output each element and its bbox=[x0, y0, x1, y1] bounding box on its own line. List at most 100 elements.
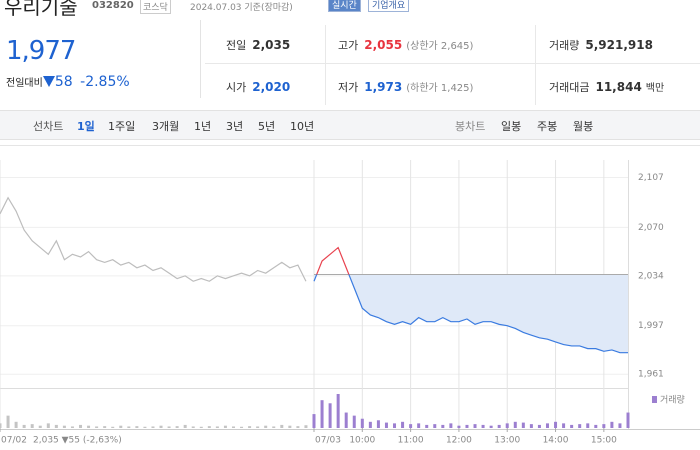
period[interactable]: 1주일 bbox=[108, 120, 136, 133]
x-tick-label: 12:00 bbox=[446, 436, 472, 446]
volume-bar bbox=[521, 422, 525, 428]
period[interactable]: 10년 bbox=[290, 120, 315, 133]
summary: 2,035 ▼55 (-2,63%) bbox=[33, 436, 122, 446]
stat: 거래대금 11,844 백만 bbox=[549, 79, 664, 95]
change: 전일대비 58 -2.85% bbox=[6, 74, 130, 90]
period[interactable]: 1일 bbox=[77, 120, 95, 133]
volume-bar bbox=[481, 424, 485, 428]
volume-bar bbox=[215, 426, 219, 428]
volume-bar bbox=[223, 425, 227, 428]
volume-bar bbox=[264, 425, 268, 428]
volume-bar bbox=[231, 426, 235, 428]
stat-note: (하한가 1,425) bbox=[406, 83, 474, 94]
change-label: 전일대비 bbox=[6, 78, 43, 89]
stat: 저가 1,973 (하한가 1,425) bbox=[338, 79, 473, 95]
line bbox=[313, 274, 628, 354]
stat: 고가 2,055 (상한가 2,645) bbox=[338, 37, 473, 53]
volume-bar bbox=[457, 425, 461, 428]
y-tick-label: 2,070 bbox=[638, 223, 664, 233]
volume-bar bbox=[288, 425, 292, 428]
volume-bar bbox=[336, 394, 340, 428]
candle-chart-tab[interactable]: 봉차트 bbox=[455, 120, 486, 133]
legend-swatch bbox=[652, 396, 657, 403]
volume-bar bbox=[207, 426, 211, 428]
volume-bar bbox=[199, 426, 203, 428]
x-tick-label: 10:00 bbox=[349, 436, 375, 446]
x-tick-label: 15:00 bbox=[591, 436, 617, 446]
line-chart-tab[interactable]: 선차트 bbox=[33, 120, 64, 133]
stat-value: 1,973 bbox=[364, 80, 403, 94]
market: 코스닥 bbox=[140, 0, 171, 14]
volume-bar bbox=[401, 421, 405, 428]
current-price: 1,977 bbox=[6, 36, 76, 66]
volume-bar bbox=[618, 423, 622, 428]
volume-bar bbox=[465, 424, 469, 428]
volume-bar bbox=[256, 426, 260, 428]
volume-bar bbox=[14, 421, 18, 428]
stat-label: 고가 bbox=[338, 39, 359, 52]
volume-bar bbox=[384, 422, 388, 428]
volume-bar bbox=[127, 426, 131, 428]
volume-bar bbox=[602, 424, 606, 428]
volume-bar bbox=[46, 423, 50, 428]
volume-bar bbox=[586, 423, 590, 428]
volume-bar bbox=[183, 424, 187, 428]
down-icon bbox=[42, 76, 55, 87]
x-tick-label: 14:00 bbox=[543, 436, 569, 446]
y-tick-label: 1,997 bbox=[638, 321, 664, 331]
volume-bar bbox=[70, 426, 74, 428]
stat-value: 11,844 bbox=[595, 80, 642, 94]
legend-label: 거래량 bbox=[660, 394, 685, 406]
volume-bar bbox=[529, 424, 533, 428]
stat: 거래량 5,921,918 bbox=[549, 37, 653, 53]
volume-bar bbox=[38, 425, 42, 428]
volume-bar bbox=[0, 423, 2, 428]
volume-bar bbox=[280, 424, 284, 428]
volume-bar bbox=[352, 415, 356, 428]
stock-code: 032820 bbox=[92, 0, 134, 11]
volume-bar bbox=[328, 403, 332, 428]
stat-label: 전일 bbox=[226, 39, 247, 52]
realtime-button[interactable]: 실시간 bbox=[328, 0, 361, 12]
volume-bar bbox=[54, 424, 58, 428]
candle[interactable]: 주봉 bbox=[537, 120, 558, 133]
volume-bar bbox=[473, 424, 477, 428]
candle[interactable]: 월봉 bbox=[573, 120, 594, 133]
candle[interactable]: 일봉 bbox=[501, 120, 522, 133]
volume-bar bbox=[296, 426, 300, 428]
volume-bar bbox=[135, 426, 139, 428]
volume-bar bbox=[425, 424, 429, 428]
volume-bar bbox=[505, 423, 509, 428]
volume-bar bbox=[393, 423, 397, 428]
y-tick-label: 2,034 bbox=[638, 271, 664, 281]
divider bbox=[535, 25, 536, 105]
company-button[interactable]: 기업개요 bbox=[368, 0, 410, 12]
volume-bar bbox=[111, 426, 115, 428]
chart: 1,961 1,997 2,034 2,070 2,107 07/02 07/03 10:00… bbox=[0, 145, 700, 446]
volume-bar bbox=[368, 421, 372, 428]
period[interactable]: 3개월 bbox=[152, 120, 180, 133]
volume-bar bbox=[344, 412, 348, 428]
period[interactable]: 1년 bbox=[194, 120, 212, 133]
volume-bar bbox=[62, 425, 66, 428]
volume-bar bbox=[312, 414, 316, 428]
toolbar: 선차트 1일 1주일 3개월 1년 3년 5년 10년 봉차트 일봉 주봉 월봉 bbox=[0, 110, 700, 140]
volume-bar bbox=[175, 426, 179, 428]
volume-bar bbox=[610, 421, 614, 428]
volume-bar bbox=[570, 424, 574, 428]
volume-bar bbox=[376, 420, 380, 428]
date: 2024.07.03 기준(장마감) bbox=[190, 3, 293, 13]
volume-bar bbox=[417, 423, 421, 428]
volume-bar bbox=[449, 423, 453, 428]
divider bbox=[325, 25, 326, 105]
volume-bar bbox=[87, 425, 91, 428]
area bbox=[314, 274, 628, 353]
period[interactable]: 3년 bbox=[226, 120, 244, 133]
stat: 전일 2,035 bbox=[226, 37, 290, 53]
volume-bar bbox=[191, 426, 195, 428]
volume-bar bbox=[240, 426, 244, 428]
volume-bar bbox=[167, 426, 171, 428]
volume-bar bbox=[95, 426, 99, 428]
volume-bar bbox=[441, 424, 445, 428]
period[interactable]: 5년 bbox=[258, 120, 276, 133]
